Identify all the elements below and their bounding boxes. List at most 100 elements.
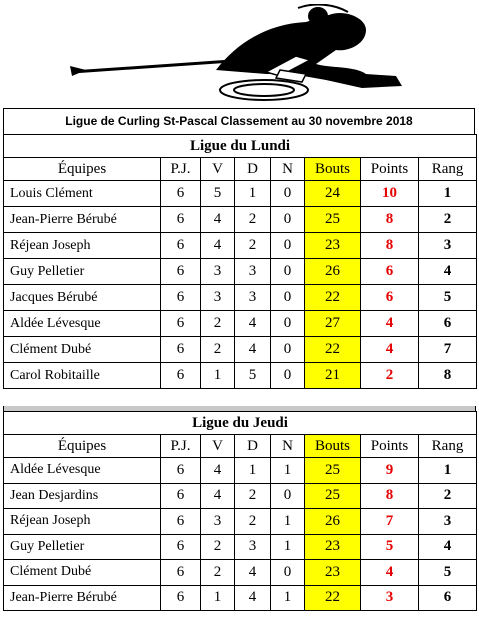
- points-cell: 3: [360, 584, 419, 611]
- d-cell: 1: [234, 457, 271, 484]
- v-cell: 4: [200, 206, 235, 233]
- bouts-cell: 25: [304, 206, 361, 233]
- bouts-cell: 22: [304, 284, 361, 311]
- n-cell: 1: [270, 508, 305, 535]
- team-name-cell: Réjean Joseph: [3, 508, 161, 535]
- col-n-header: N: [270, 157, 305, 181]
- pj-cell: 6: [160, 533, 201, 560]
- table-row: Aldée Lévesque 6 2 4 0 27 4 6: [3, 310, 478, 337]
- rang-cell: 4: [418, 533, 477, 560]
- points-cell: 6: [360, 258, 419, 285]
- points-cell: 8: [360, 206, 419, 233]
- rang-cell: 8: [417, 362, 478, 389]
- n-cell: 0: [270, 310, 305, 337]
- v-cell: 2: [200, 310, 235, 337]
- points-cell: 8: [360, 482, 419, 509]
- v-cell: 5: [200, 180, 235, 207]
- league-table-lundi: Ligue du Lundi Équipes P.J. V D N Bouts …: [2, 134, 478, 389]
- team-name-cell: Guy Pelletier: [3, 258, 161, 285]
- points-cell: 2: [360, 362, 419, 389]
- d-cell: 3: [234, 258, 271, 285]
- rang-cell: 5: [418, 559, 477, 586]
- n-cell: 0: [270, 180, 305, 207]
- points-cell: 9: [360, 457, 419, 484]
- pj-cell: 6: [160, 310, 201, 337]
- col-bouts-header: Bouts: [304, 434, 361, 458]
- team-name-cell: Clément Dubé: [3, 336, 161, 363]
- v-cell: 1: [200, 362, 235, 389]
- col-d-header: D: [234, 434, 271, 458]
- points-cell: 4: [360, 559, 419, 586]
- d-cell: 1: [234, 180, 271, 207]
- table-row: Jean-Pierre Bérubé 6 4 2 0 25 8 2: [3, 206, 478, 233]
- table-row: Clément Dubé 6 2 4 0 22 4 7: [3, 336, 478, 363]
- d-cell: 3: [234, 533, 271, 560]
- bouts-cell: 26: [304, 508, 361, 535]
- bouts-cell: 21: [304, 362, 361, 389]
- rang-cell: 2: [417, 206, 478, 233]
- d-cell: 4: [234, 559, 271, 586]
- table-row: Jean-Pierre Bérubé 6 1 4 1 22 3 6: [3, 584, 477, 611]
- col-bouts-header: Bouts: [304, 157, 361, 181]
- col-team-header: Équipes: [3, 434, 161, 458]
- rang-cell: 6: [418, 584, 477, 611]
- rang-cell: 2: [418, 482, 477, 509]
- pj-cell: 6: [160, 362, 201, 389]
- pj-cell: 6: [160, 508, 201, 535]
- v-cell: 3: [200, 508, 235, 535]
- n-cell: 1: [270, 584, 305, 611]
- table-row: Réjean Joseph 6 4 2 0 23 8 3: [3, 232, 478, 259]
- team-name-cell: Jean-Pierre Bérubé: [3, 206, 161, 233]
- col-rang-header: Rang: [418, 434, 477, 458]
- table-header-row: Équipes P.J. V D N Bouts Points Rang: [3, 157, 478, 181]
- col-pj-header: P.J.: [160, 434, 201, 458]
- points-cell: 5: [360, 533, 419, 560]
- d-cell: 4: [234, 310, 271, 337]
- v-cell: 2: [200, 336, 235, 363]
- rang-cell: 1: [418, 457, 477, 484]
- bouts-cell: 24: [304, 180, 361, 207]
- table-row: Jacques Bérubé 6 3 3 0 22 6 5: [3, 284, 478, 311]
- d-cell: 4: [234, 584, 271, 611]
- n-cell: 0: [270, 232, 305, 259]
- rang-cell: 6: [417, 310, 478, 337]
- d-cell: 2: [234, 232, 271, 259]
- v-cell: 2: [200, 533, 235, 560]
- team-name-cell: Louis Clément: [3, 180, 161, 207]
- d-cell: 4: [234, 336, 271, 363]
- col-points-header: Points: [360, 157, 419, 181]
- bouts-cell: 22: [304, 336, 361, 363]
- n-cell: 0: [270, 258, 305, 285]
- v-cell: 3: [200, 258, 235, 285]
- col-pj-header: P.J.: [160, 157, 201, 181]
- n-cell: 0: [270, 284, 305, 311]
- v-cell: 2: [200, 559, 235, 586]
- pj-cell: 6: [160, 482, 201, 509]
- points-cell: 7: [360, 508, 419, 535]
- pj-cell: 6: [160, 206, 201, 233]
- table-row: Réjean Joseph 6 3 2 1 26 7 3: [3, 508, 477, 535]
- league-title: Ligue du Lundi: [2, 134, 478, 158]
- n-cell: 0: [270, 336, 305, 363]
- rang-cell: 1: [417, 180, 478, 207]
- points-cell: 8: [360, 232, 419, 259]
- table-row: Clément Dubé 6 2 4 0 23 4 5: [3, 559, 477, 586]
- table-row: Guy Pelletier 6 2 3 1 23 5 4: [3, 533, 477, 560]
- team-name-cell: Clément Dubé: [3, 559, 161, 586]
- col-points-header: Points: [360, 434, 419, 458]
- team-name-cell: Réjean Joseph: [3, 232, 161, 259]
- pj-cell: 6: [160, 584, 201, 611]
- v-cell: 1: [200, 584, 235, 611]
- v-cell: 4: [200, 232, 235, 259]
- pj-cell: 6: [160, 336, 201, 363]
- n-cell: 0: [270, 482, 305, 509]
- pj-cell: 6: [160, 457, 201, 484]
- points-cell: 6: [360, 284, 419, 311]
- rang-cell: 5: [417, 284, 478, 311]
- d-cell: 2: [234, 508, 271, 535]
- team-name-cell: Carol Robitaille: [3, 362, 161, 389]
- v-cell: 4: [200, 482, 235, 509]
- n-cell: 0: [270, 362, 305, 389]
- pj-cell: 6: [160, 258, 201, 285]
- table-row: Carol Robitaille 6 1 5 0 21 2 8: [3, 362, 478, 389]
